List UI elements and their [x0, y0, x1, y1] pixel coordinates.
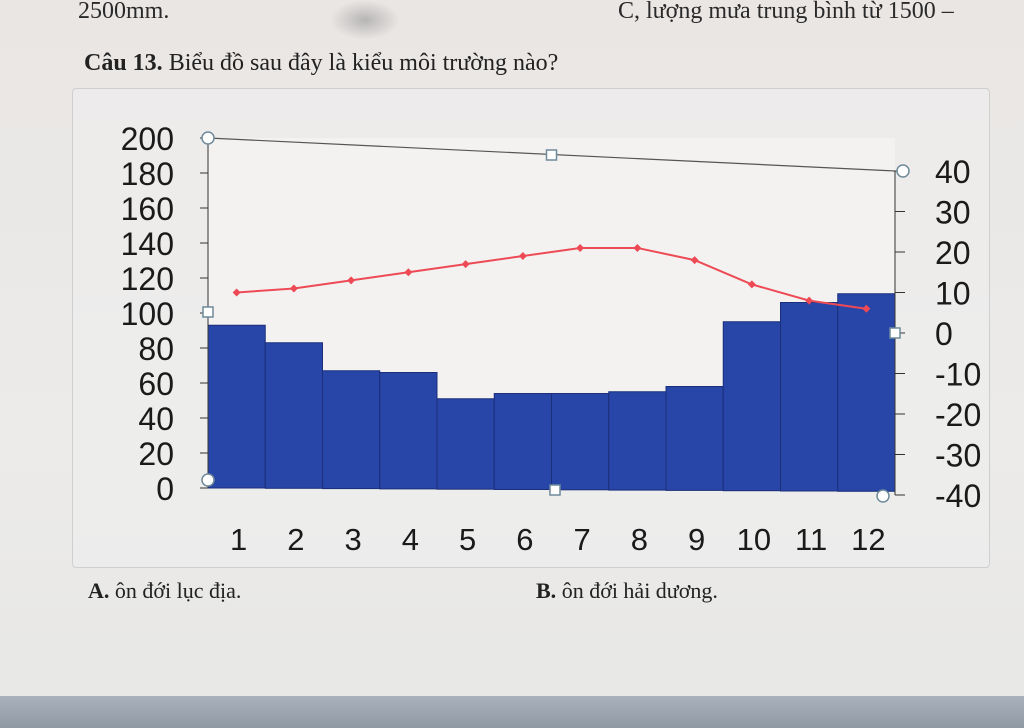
temperature-point-9 [690, 256, 699, 265]
handle-bottom-right[interactable] [876, 489, 890, 503]
answer-a-label: A. [88, 578, 110, 603]
bar-month-6 [493, 393, 552, 490]
x-tick-label: 9 [688, 522, 705, 557]
x-tick-label: 3 [345, 522, 362, 557]
temperature-point-1 [232, 288, 241, 297]
left-tick-label: 20 [138, 436, 174, 472]
x-tick-label: 5 [459, 522, 476, 557]
bar-month-2 [264, 342, 323, 489]
bar-month-12 [837, 293, 896, 492]
question-text: Biểu đồ sau đây là kiểu môi trường nào? [168, 50, 559, 76]
x-tick-label: 6 [516, 522, 533, 557]
x-tick-label: 1 [230, 522, 247, 557]
bar-month-5 [436, 398, 495, 490]
bar-month-9 [665, 386, 724, 491]
answer-b-label: B. [536, 578, 557, 603]
answer-b-text: ôn đới hải dương. [561, 578, 718, 603]
left-tick-label: 180 [121, 156, 174, 192]
x-tick-label: 2 [287, 522, 304, 557]
right-tick-label: 40 [935, 154, 971, 190]
bar-month-10 [722, 321, 781, 492]
photo-smudge [330, 0, 400, 40]
handle-top-left[interactable] [201, 131, 215, 145]
question-number: Câu 13. [84, 50, 163, 76]
left-tick-label: 40 [138, 401, 174, 437]
bar-month-8 [608, 391, 667, 491]
right-tick-label: 20 [935, 235, 971, 271]
answer-a[interactable]: A. ôn đới lục địa. [88, 578, 241, 604]
temperature-line [236, 246, 867, 310]
bar-month-3 [322, 370, 381, 490]
screen-bottom-bar [0, 696, 1024, 728]
left-tick-label: 60 [138, 366, 174, 402]
temperature-point-5 [461, 260, 470, 269]
temperature-point-7 [576, 243, 585, 252]
left-tick-label: 140 [121, 226, 174, 262]
x-tick-label: 11 [795, 522, 827, 557]
left-tick-label: 80 [138, 331, 174, 367]
temperature-point-6 [518, 252, 527, 261]
right-tick-label: 0 [935, 316, 953, 352]
handle-top-right[interactable] [896, 164, 910, 178]
bar-month-4 [379, 372, 438, 490]
right-tick-label: 10 [935, 276, 971, 312]
question-heading: Câu 13. Biểu đồ sau đây là kiểu môi trườ… [84, 50, 558, 77]
x-tick-label: 7 [574, 522, 591, 557]
temperature-point-4 [404, 268, 413, 277]
handle-middle-left[interactable] [202, 306, 214, 318]
left-tick-label: 100 [121, 296, 174, 332]
answer-a-text: ôn đới lục địa. [114, 578, 242, 603]
top-text-left: 2500mm. [78, 0, 170, 24]
previous-question-text: 2500mm. C, lượng mưa trung bình từ 1500 … [78, 0, 1024, 30]
left-tick-label: 0 [156, 471, 174, 507]
x-tick-label: 12 [851, 522, 885, 557]
temperature-point-10 [747, 280, 756, 289]
top-text-right: C, lượng mưa trung bình từ 1500 – [618, 0, 954, 24]
temperature-point-8 [633, 243, 642, 252]
left-tick-label: 120 [121, 261, 174, 297]
right-tick-label: -20 [935, 397, 981, 433]
x-tick-label: 10 [737, 522, 771, 557]
right-tick-label: -40 [935, 478, 981, 514]
handle-bottom-middle[interactable] [549, 484, 561, 496]
temperature-point-2 [289, 284, 298, 293]
bar-month-1 [207, 324, 266, 489]
temperature-point-12 [862, 304, 871, 313]
x-tick-label: 8 [631, 522, 648, 557]
temperature-point-11 [805, 296, 814, 305]
handle-bottom-left[interactable] [201, 473, 215, 487]
left-tick-label: 200 [121, 121, 174, 157]
right-tick-label: -30 [935, 438, 981, 474]
bar-month-7 [551, 393, 610, 491]
right-tick-label: 30 [935, 195, 971, 231]
x-tick-label: 4 [402, 522, 419, 557]
bar-month-11 [780, 302, 839, 492]
handle-top-middle[interactable] [545, 149, 558, 161]
answer-b[interactable]: B. ôn đới hải dương. [536, 578, 718, 604]
handle-middle-right[interactable] [889, 327, 901, 339]
right-tick-label: -10 [935, 357, 981, 393]
temperature-point-3 [347, 276, 356, 285]
left-tick-label: 160 [121, 191, 174, 227]
